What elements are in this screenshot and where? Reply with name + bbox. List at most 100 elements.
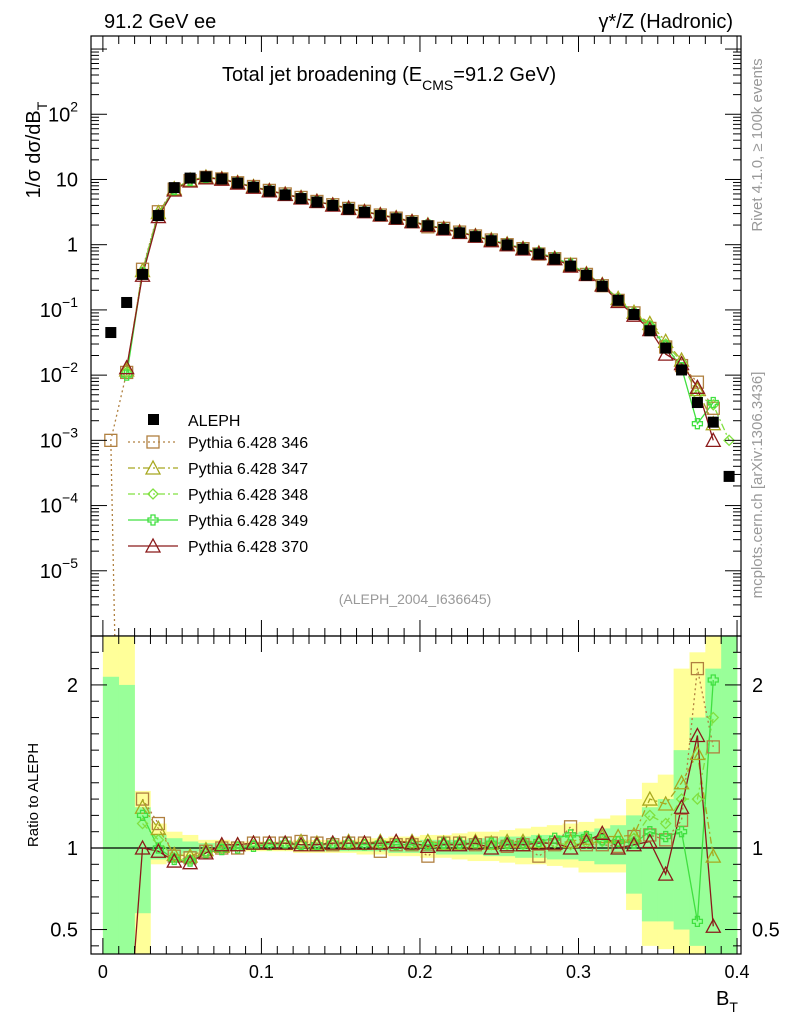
ratio-marker-s349 bbox=[707, 674, 719, 686]
aleph-data-point bbox=[485, 235, 497, 247]
series-marker-s349 bbox=[121, 369, 133, 381]
aleph-data-point bbox=[438, 223, 450, 235]
ratio-marker-s347 bbox=[403, 833, 421, 849]
main-y-tick-exponent: −5 bbox=[62, 555, 78, 571]
ratio-y-tick-label-right: 0.5 bbox=[752, 920, 780, 942]
ratio-marker-s370 bbox=[610, 839, 627, 855]
ratio-marker-s346 bbox=[706, 740, 720, 754]
ratio-marker-s348 bbox=[643, 809, 656, 822]
x-axis-label-sub: T bbox=[729, 999, 738, 1015]
ratio-marker-s370 bbox=[594, 824, 611, 840]
header-left: 91.2 GeV ee bbox=[104, 11, 216, 33]
series-marker-s370 bbox=[705, 431, 722, 447]
main-y-tick-base: 10 bbox=[40, 430, 62, 452]
ratio-marker-s370 bbox=[245, 834, 262, 850]
aleph-data-point bbox=[248, 181, 259, 193]
series-marker-s349 bbox=[707, 396, 719, 409]
aleph-data-point bbox=[565, 260, 577, 272]
aleph-data-point bbox=[343, 203, 355, 215]
ratio-y-tick-label-right: 1 bbox=[752, 838, 763, 860]
ratio-band-green bbox=[721, 636, 738, 954]
ratio-band-green bbox=[213, 843, 231, 852]
main-y-tick-base: 10 bbox=[56, 169, 78, 191]
ratio-bands bbox=[102, 636, 738, 954]
ratio-band-green bbox=[277, 844, 294, 850]
ratio-marker-s347 bbox=[705, 847, 722, 863]
main-y-tick-base: 10 bbox=[48, 104, 70, 126]
chart-title-sub: CMS bbox=[422, 77, 453, 93]
ratio-marker-s349 bbox=[136, 809, 149, 822]
ratio-marker-s348 bbox=[200, 845, 212, 858]
ratio-marker-s370 bbox=[546, 834, 563, 850]
ratio-marker-s347 bbox=[181, 847, 199, 863]
aleph-data-point bbox=[105, 327, 117, 339]
ratio-marker-s349 bbox=[422, 839, 434, 851]
ratio-marker-s370 bbox=[277, 834, 294, 850]
ratio-marker-s370 bbox=[292, 836, 310, 852]
ratio-marker-s349 bbox=[184, 855, 196, 867]
ratio-band-green bbox=[705, 668, 722, 954]
ratio-marker-s348 bbox=[675, 793, 688, 805]
ratio-marker-s370 bbox=[483, 839, 500, 855]
ratio-marker-s349 bbox=[533, 835, 545, 848]
ratio-marker-s349 bbox=[675, 826, 688, 838]
series-marker-s348 bbox=[120, 366, 133, 379]
main-y-tick-base: 10 bbox=[40, 300, 62, 322]
ratio-marker-s346 bbox=[563, 820, 578, 834]
mcplots-label: mcplots.cern.ch [arXiv:1306.3436] bbox=[749, 372, 766, 599]
ratio-marker-s370 bbox=[578, 833, 595, 849]
ratio-markers bbox=[134, 661, 722, 933]
chart-title: Total jet broadening (ECMS=91.2 GeV) bbox=[222, 64, 556, 93]
main-y-tick-exponent: −3 bbox=[62, 424, 78, 440]
ratio-marker-s370 bbox=[499, 836, 516, 852]
x-tick-label: 0.1 bbox=[249, 962, 274, 982]
ratio-marker-s347 bbox=[134, 798, 151, 814]
ratio-marker-s370 bbox=[340, 834, 357, 850]
main-y-tick-label: 10 bbox=[56, 169, 78, 191]
ratio-marker-s370 bbox=[419, 837, 436, 854]
ratio-marker-s348 bbox=[691, 793, 704, 805]
series-marker-s370 bbox=[118, 359, 135, 375]
ratio-marker-s370 bbox=[403, 834, 421, 850]
legend-label-s346: Pythia 6.428 346 bbox=[188, 435, 308, 452]
legend-marker-s347 bbox=[144, 459, 162, 475]
aleph-data-point bbox=[580, 269, 592, 281]
aleph-data-point bbox=[628, 309, 640, 321]
ratio-marker-s348 bbox=[659, 817, 672, 830]
ratio-marker-s370 bbox=[705, 917, 722, 933]
series-marker-s348 bbox=[707, 398, 720, 411]
ratio-band-green bbox=[134, 807, 151, 914]
ratio-marker-s347 bbox=[419, 833, 436, 849]
ratio-marker-s370 bbox=[166, 852, 183, 868]
aleph-data-point bbox=[422, 220, 434, 232]
svg-text:1/σ dσ/dBT: 1/σ dσ/dBT bbox=[23, 101, 50, 198]
ratio-band-green bbox=[657, 799, 674, 922]
ratio-marker-s346 bbox=[643, 828, 657, 842]
aleph-data-point bbox=[549, 253, 561, 265]
aleph-data-point bbox=[152, 210, 164, 222]
header-right: γ*/Z (Hadronic) bbox=[599, 11, 733, 33]
ratio-marker-s349 bbox=[168, 853, 180, 866]
aleph-data-points bbox=[105, 171, 735, 482]
aleph-data-point bbox=[533, 248, 545, 260]
aleph-data-point bbox=[469, 231, 481, 243]
main-y-ticks bbox=[91, 48, 741, 617]
ratio-marker-s347 bbox=[689, 745, 706, 761]
ratio-y-tick-label-right: 2 bbox=[752, 675, 763, 697]
series-line-s346 bbox=[110, 176, 714, 637]
ratio-marker-s348 bbox=[184, 853, 197, 866]
ratio-band-green bbox=[102, 676, 120, 954]
chart-title-tail: =91.2 GeV) bbox=[453, 64, 556, 86]
aleph-data-point bbox=[501, 239, 513, 251]
ratio-band-green bbox=[372, 841, 389, 852]
ratio-marker-s349 bbox=[216, 843, 228, 856]
main-y-label-text: 1/σ dσ/dB bbox=[23, 110, 45, 198]
ratio-marker-s370 bbox=[372, 834, 389, 850]
ratio-marker-s348 bbox=[707, 711, 720, 724]
ratio-marker-s349 bbox=[628, 837, 640, 849]
main-y-tick-base: 10 bbox=[40, 365, 62, 387]
aleph-data-point bbox=[295, 193, 307, 205]
main-y-tick-label: 102 bbox=[48, 98, 78, 126]
ratio-marker-s349 bbox=[660, 830, 672, 843]
